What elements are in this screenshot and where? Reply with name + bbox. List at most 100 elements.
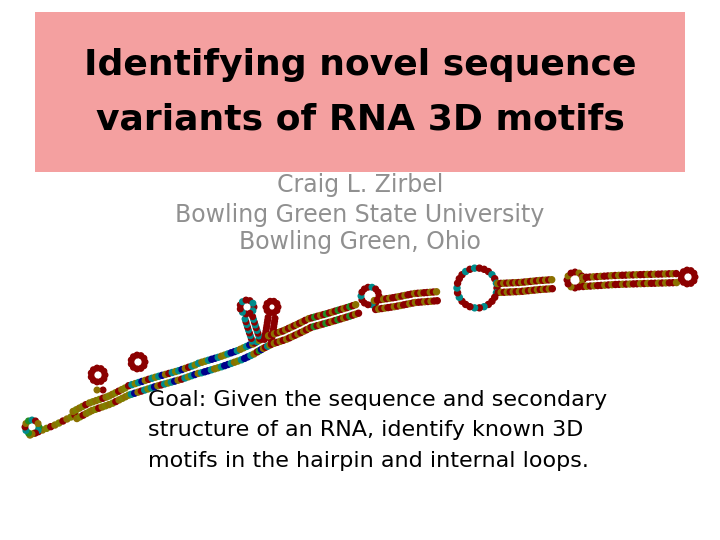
Circle shape xyxy=(189,363,195,369)
Circle shape xyxy=(523,288,528,294)
Circle shape xyxy=(155,383,161,389)
Circle shape xyxy=(271,331,277,337)
Circle shape xyxy=(247,310,253,316)
Circle shape xyxy=(568,284,574,290)
Circle shape xyxy=(434,298,440,303)
Circle shape xyxy=(264,304,269,310)
Circle shape xyxy=(385,305,391,310)
Circle shape xyxy=(36,424,42,430)
Circle shape xyxy=(128,361,134,367)
Circle shape xyxy=(266,333,271,339)
Circle shape xyxy=(301,328,307,334)
Circle shape xyxy=(369,302,375,308)
Circle shape xyxy=(215,365,221,371)
Circle shape xyxy=(379,306,385,312)
Circle shape xyxy=(320,321,326,327)
Circle shape xyxy=(415,291,420,296)
Circle shape xyxy=(72,412,78,418)
Circle shape xyxy=(139,379,145,384)
Circle shape xyxy=(205,357,212,363)
Circle shape xyxy=(246,327,251,333)
Circle shape xyxy=(645,280,651,286)
Circle shape xyxy=(395,303,400,309)
Circle shape xyxy=(228,350,234,356)
Circle shape xyxy=(212,366,217,372)
Circle shape xyxy=(659,271,665,277)
Circle shape xyxy=(173,369,179,375)
Circle shape xyxy=(564,277,570,283)
Circle shape xyxy=(384,296,390,302)
Circle shape xyxy=(376,293,382,299)
Circle shape xyxy=(670,271,675,276)
Circle shape xyxy=(263,334,269,340)
Circle shape xyxy=(565,281,571,287)
Circle shape xyxy=(630,272,636,278)
Circle shape xyxy=(245,325,251,330)
Circle shape xyxy=(83,402,89,408)
Circle shape xyxy=(609,282,615,288)
Circle shape xyxy=(134,352,140,358)
Circle shape xyxy=(270,329,276,335)
Circle shape xyxy=(89,408,95,414)
Circle shape xyxy=(678,276,684,282)
Circle shape xyxy=(344,305,350,310)
Circle shape xyxy=(314,323,320,329)
Circle shape xyxy=(580,277,586,283)
Circle shape xyxy=(96,405,102,411)
Circle shape xyxy=(125,383,132,389)
Circle shape xyxy=(572,285,577,291)
Circle shape xyxy=(100,395,106,401)
Circle shape xyxy=(271,310,276,315)
Circle shape xyxy=(138,353,144,359)
Circle shape xyxy=(361,286,367,292)
Circle shape xyxy=(132,381,138,387)
Circle shape xyxy=(90,399,96,405)
Circle shape xyxy=(209,356,215,362)
Circle shape xyxy=(662,280,669,286)
Circle shape xyxy=(400,302,407,308)
Circle shape xyxy=(196,360,202,366)
Circle shape xyxy=(606,282,611,288)
Circle shape xyxy=(381,296,387,302)
Circle shape xyxy=(454,280,461,286)
Circle shape xyxy=(264,308,270,313)
Circle shape xyxy=(165,380,171,386)
Circle shape xyxy=(234,348,240,354)
Circle shape xyxy=(613,281,618,287)
Circle shape xyxy=(70,408,76,415)
Circle shape xyxy=(35,429,41,435)
Circle shape xyxy=(258,347,264,353)
Circle shape xyxy=(30,431,35,437)
Circle shape xyxy=(481,266,487,272)
Circle shape xyxy=(128,392,135,397)
Circle shape xyxy=(526,288,531,294)
Circle shape xyxy=(60,418,66,424)
Circle shape xyxy=(262,334,268,340)
Circle shape xyxy=(659,280,665,286)
Circle shape xyxy=(396,294,402,300)
Circle shape xyxy=(680,280,686,285)
Circle shape xyxy=(373,307,379,313)
Circle shape xyxy=(277,329,284,335)
Circle shape xyxy=(333,308,338,314)
Circle shape xyxy=(264,326,269,331)
Circle shape xyxy=(498,280,504,286)
Circle shape xyxy=(317,322,323,328)
Circle shape xyxy=(228,360,234,366)
Circle shape xyxy=(94,379,100,384)
Circle shape xyxy=(251,304,257,310)
Circle shape xyxy=(456,276,462,282)
Circle shape xyxy=(576,271,582,276)
Circle shape xyxy=(666,280,672,286)
Circle shape xyxy=(250,300,256,306)
Circle shape xyxy=(684,281,690,287)
Circle shape xyxy=(431,298,437,304)
Circle shape xyxy=(171,378,178,384)
Circle shape xyxy=(23,421,29,426)
Circle shape xyxy=(264,320,270,326)
Circle shape xyxy=(212,355,218,361)
Circle shape xyxy=(410,300,416,306)
Circle shape xyxy=(277,339,283,345)
Circle shape xyxy=(588,283,593,289)
Circle shape xyxy=(377,296,384,302)
